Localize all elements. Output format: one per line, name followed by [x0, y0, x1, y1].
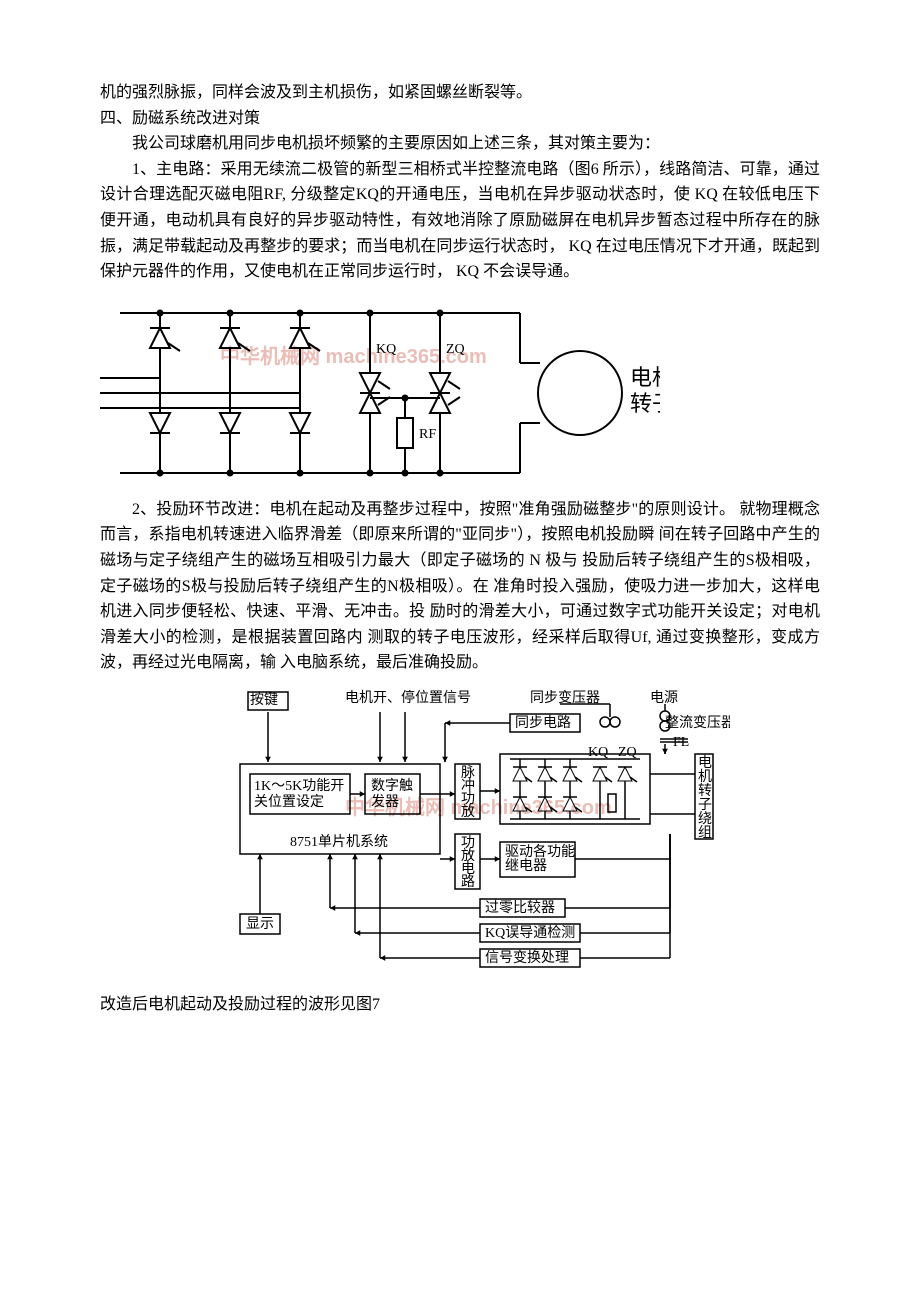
svg-text:KQ: KQ: [376, 342, 396, 357]
svg-text:电机: 电机: [630, 365, 660, 390]
paragraph-item-1: 1、主电路：采用无续流二极管的新型三相桥式半控整流电路（图6 所示），线路简洁、…: [100, 157, 820, 285]
svg-text:整流变压器: 整流变压器: [665, 715, 730, 731]
svg-text:显示: 显示: [246, 917, 274, 932]
paragraph-item-2: 2、投励环节改进：电机在起动及再整步过程中，按照"准角强励磁整步"的原则设计。 …: [100, 497, 820, 676]
svg-text:子: 子: [698, 797, 712, 813]
svg-text:绕: 绕: [698, 811, 712, 827]
figure-7-caption: 改造后电机起动及投励过程的波形见图7: [100, 992, 820, 1018]
svg-text:KQ误导通检测: KQ误导通检测: [485, 925, 575, 941]
svg-text:同步电路: 同步电路: [515, 715, 571, 731]
svg-text:放: 放: [461, 804, 475, 820]
svg-text:继电器: 继电器: [505, 858, 547, 874]
svg-text:机: 机: [698, 769, 712, 785]
paragraph-intro: 我公司球磨机用同步电机损坏频繁的主要原因如上述三条，其对策主要为：: [100, 131, 820, 157]
section-heading-4: 四、励磁系统改进对策: [100, 106, 820, 132]
svg-text:ZQ: ZQ: [446, 342, 465, 357]
svg-text:组: 组: [698, 825, 712, 841]
svg-text:电机开、停位置信号: 电机开、停位置信号: [345, 689, 471, 706]
svg-text:KQ: KQ: [588, 745, 608, 760]
figure-6-svg: 中华机械网 machine365.comKQZQRF电机转子: [100, 293, 660, 493]
svg-text:发器: 发器: [371, 794, 399, 810]
svg-text:驱动各功能: 驱动各功能: [505, 844, 575, 860]
svg-text:电源: 电源: [650, 690, 678, 706]
svg-text:数字触: 数字触: [371, 778, 413, 794]
svg-text:路: 路: [461, 874, 475, 890]
svg-text:按键: 按键: [250, 692, 278, 708]
svg-text:电: 电: [698, 755, 712, 771]
svg-text:关位置设定: 关位置设定: [254, 794, 324, 810]
svg-text:转: 转: [698, 783, 712, 799]
svg-text:转子: 转子: [630, 391, 660, 416]
svg-text:过零比较器: 过零比较器: [485, 900, 555, 916]
svg-text:信号变换处理: 信号变换处理: [485, 949, 569, 966]
svg-text:RF: RF: [419, 427, 436, 442]
svg-text:ZQ: ZQ: [618, 745, 637, 760]
svg-text:8751单片机系统: 8751单片机系统: [290, 834, 388, 850]
document-page: 机的强烈脉振，同样会波及到主机损伤，如紧固螺丝断裂等。 四、励磁系统改进对策 我…: [0, 0, 920, 1302]
figure-7-block-diagram: 中华机械网 machine365.com按键电机开、停位置信号同步变压器电源同步…: [210, 684, 820, 984]
paragraph-continuation: 机的强烈脉振，同样会波及到主机损伤，如紧固螺丝断裂等。: [100, 80, 820, 106]
figure-7-svg: 中华机械网 machine365.com按键电机开、停位置信号同步变压器电源同步…: [210, 684, 730, 984]
svg-text:1K～5K功能开: 1K～5K功能开: [254, 778, 344, 794]
figure-6-circuit: 中华机械网 machine365.comKQZQRF电机转子: [100, 293, 820, 493]
